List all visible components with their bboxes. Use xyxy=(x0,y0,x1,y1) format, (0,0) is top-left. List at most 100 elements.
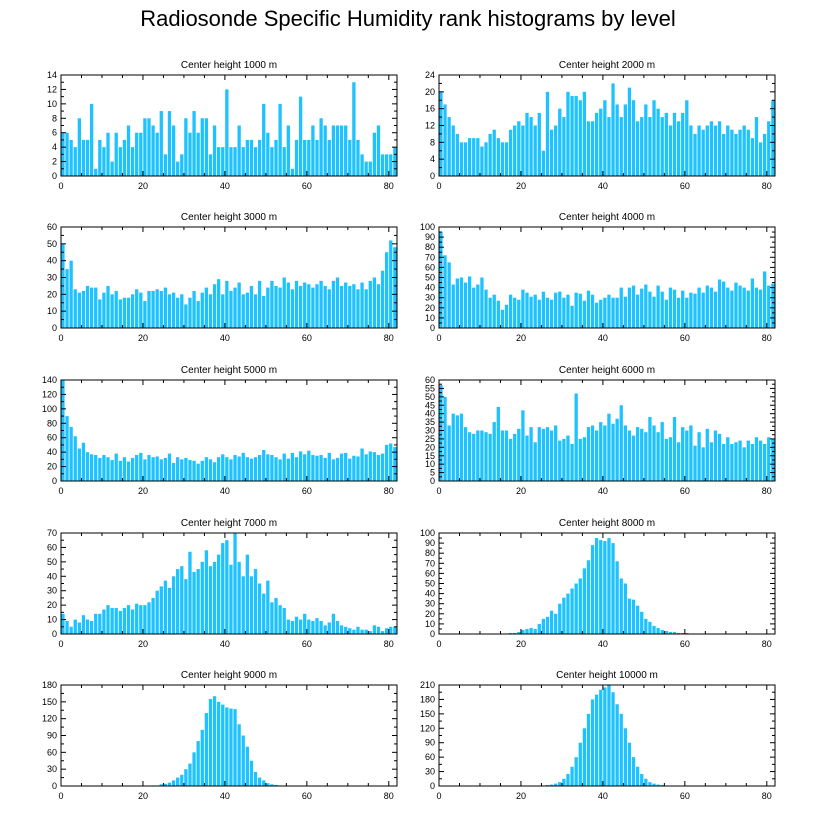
histogram-bar xyxy=(217,701,221,786)
histogram-bar xyxy=(623,296,627,328)
histogram-bar xyxy=(545,297,550,328)
x-tick-label: 0 xyxy=(58,639,63,649)
histogram-bar xyxy=(525,628,529,634)
histogram-bar xyxy=(217,147,221,176)
histogram-bar xyxy=(619,287,623,328)
histogram-bar xyxy=(303,454,307,481)
histogram-bar xyxy=(578,438,582,481)
histogram-bar xyxy=(726,437,730,481)
histogram-bar xyxy=(393,626,397,634)
histogram-bar xyxy=(525,435,529,481)
histogram-bar xyxy=(208,294,213,328)
histogram-bar xyxy=(722,281,726,328)
histogram-bar xyxy=(668,287,673,328)
histogram-bar xyxy=(738,285,742,328)
histogram-bar xyxy=(480,277,484,328)
histogram-bar xyxy=(245,457,249,481)
histogram-bar xyxy=(180,154,184,176)
histogram-bar xyxy=(151,597,155,634)
histogram-bar xyxy=(196,301,200,328)
histogram-bar xyxy=(315,284,319,328)
histogram-bar xyxy=(126,605,131,634)
histogram-bar xyxy=(603,541,607,634)
y-tick-label: 20 xyxy=(425,303,435,313)
histogram-bar xyxy=(635,766,640,786)
histogram-bar xyxy=(615,561,619,634)
histogram-bar xyxy=(122,139,127,176)
histogram-bar xyxy=(508,294,513,328)
histogram-bar xyxy=(570,588,574,634)
histogram-bar xyxy=(212,125,217,176)
y-tick-label: 60 xyxy=(425,262,435,272)
histogram-bar xyxy=(697,432,701,481)
x-tick-label: 80 xyxy=(384,181,394,191)
histogram-bar xyxy=(122,608,127,634)
histogram-bar xyxy=(286,125,290,176)
histogram-bar xyxy=(689,292,693,328)
histogram-bar xyxy=(549,299,554,328)
histogram-bar xyxy=(615,104,619,176)
histogram-bar xyxy=(504,430,509,481)
histogram-bar xyxy=(570,766,574,786)
histogram-bar xyxy=(574,757,578,786)
y-tick-label: 180 xyxy=(420,694,435,704)
histogram-bar xyxy=(290,289,295,328)
histogram-bar xyxy=(372,625,377,634)
y-tick-label: 40 xyxy=(425,589,435,599)
histogram-bar xyxy=(319,621,323,634)
histogram-bar xyxy=(348,285,352,328)
histogram-bar xyxy=(668,125,673,176)
histogram-bar xyxy=(196,132,200,176)
y-tick-label: 50 xyxy=(425,579,435,589)
y-tick-label: 20 xyxy=(47,462,57,472)
histogram-bar xyxy=(204,713,209,786)
histogram-bar xyxy=(722,443,726,481)
histogram-bar xyxy=(77,292,81,328)
y-tick-label: 140 xyxy=(42,375,57,385)
histogram-bar xyxy=(385,252,389,328)
histogram-bar xyxy=(623,583,627,634)
histogram-bar xyxy=(615,297,619,328)
histogram-bar xyxy=(147,118,151,176)
histogram-bar xyxy=(599,540,603,634)
histogram-bar xyxy=(492,422,496,481)
histogram-bar xyxy=(245,292,249,328)
histogram-bar xyxy=(233,287,237,328)
histogram-bar xyxy=(463,142,468,176)
histogram-bar xyxy=(459,277,464,328)
histogram-bar xyxy=(77,118,81,176)
histogram-bar xyxy=(135,132,139,176)
y-tick-label: 8 xyxy=(52,113,57,123)
histogram-bar xyxy=(734,133,738,176)
y-tick-label: 70 xyxy=(425,558,435,568)
histogram-bar xyxy=(713,430,718,481)
histogram-bar xyxy=(155,132,159,176)
histogram-bar xyxy=(364,289,368,328)
histogram-bar xyxy=(705,125,709,176)
histogram-bar xyxy=(290,621,295,634)
histogram-bar xyxy=(578,293,582,328)
histogram-bar xyxy=(730,443,734,481)
histogram-bar xyxy=(327,139,331,176)
histogram-bar xyxy=(488,133,492,176)
histogram-bar xyxy=(249,458,254,481)
histogram-bar xyxy=(566,593,570,634)
histogram-bar xyxy=(274,457,278,481)
panel-title: Center height 8000 m xyxy=(559,518,655,529)
histogram-bar xyxy=(262,593,266,634)
histogram-bar xyxy=(455,415,459,481)
histogram-bar xyxy=(566,91,570,176)
histogram-bar xyxy=(106,132,110,176)
histogram-bar xyxy=(192,290,196,328)
histogram-bar xyxy=(627,742,632,786)
histogram-bar xyxy=(323,625,327,634)
histogram-bar xyxy=(364,454,368,481)
y-tick-label: 80 xyxy=(47,418,57,428)
histogram-bar xyxy=(229,708,233,786)
histogram-bar xyxy=(167,782,172,786)
histogram-bar xyxy=(611,692,615,786)
histogram-bar xyxy=(143,605,147,634)
histogram-bar xyxy=(750,443,755,481)
histogram-bar xyxy=(327,452,331,481)
histogram-bar xyxy=(184,769,188,786)
